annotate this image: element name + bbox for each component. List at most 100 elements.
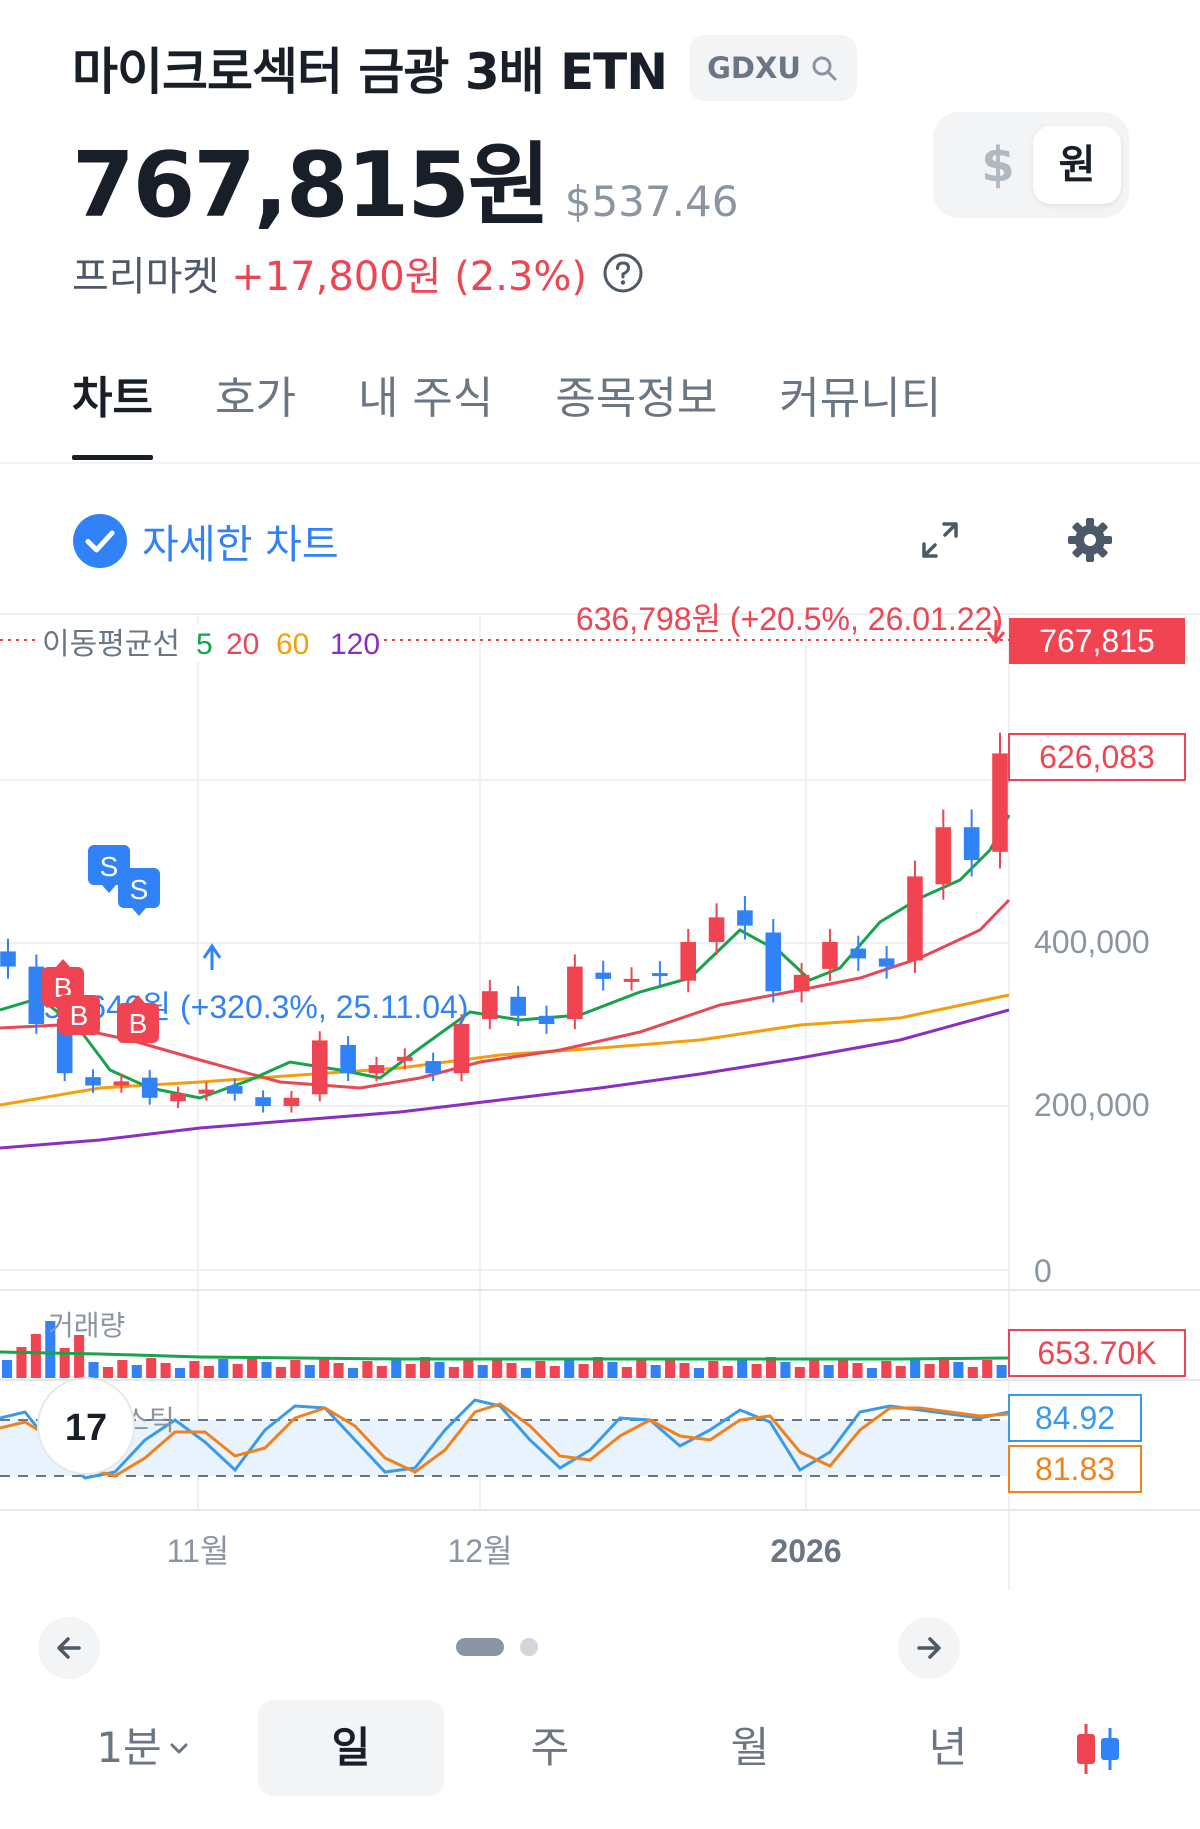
- time-axis: 11월 12월 2026: [167, 1533, 842, 1569]
- volume-bar: [780, 1362, 791, 1378]
- high-arrow-icon: [986, 620, 1006, 645]
- ma-legend-120: 120: [330, 628, 380, 661]
- tab-chart[interactable]: 차트: [72, 362, 153, 460]
- volume-bar: [737, 1359, 748, 1378]
- candle-body: [567, 966, 583, 1020]
- candle-body: [141, 1077, 158, 1098]
- volume-bar: [45, 1321, 56, 1378]
- tab-my-stock[interactable]: 내 주식: [357, 373, 494, 424]
- arrow-right-icon: [917, 1637, 941, 1659]
- volume-bar: [362, 1361, 373, 1378]
- help-icon[interactable]: [601, 251, 645, 295]
- volume-bar: [232, 1364, 243, 1378]
- volume-bar: [506, 1363, 517, 1378]
- volume-bar: [809, 1360, 820, 1378]
- volume-bar: [708, 1361, 719, 1378]
- candlestick-type-icon[interactable]: [1072, 1722, 1124, 1776]
- volume-bar: [722, 1366, 733, 1378]
- volume-bar: [59, 1348, 70, 1378]
- pager-dot[interactable]: [520, 1638, 538, 1656]
- volume-series: [2, 1321, 1007, 1378]
- candle-body: [510, 996, 526, 1016]
- period-year[interactable]: 년: [928, 1723, 968, 1772]
- chart-prev-button[interactable]: [38, 1617, 100, 1679]
- ma-legend-label: 이동평균선: [42, 628, 180, 661]
- volume-bar: [838, 1358, 849, 1378]
- volume-bar: [218, 1359, 229, 1378]
- gear-icon[interactable]: [1066, 516, 1114, 564]
- volume-ma-line: [0, 1350, 1010, 1361]
- volume-bar: [189, 1361, 200, 1378]
- volume-bar: [765, 1357, 777, 1378]
- premarket-label: 프리마켓: [72, 254, 220, 300]
- tab-stock-info[interactable]: 종목정보: [555, 373, 718, 424]
- buy-marker[interactable]: B: [117, 995, 159, 1043]
- candle-body: [198, 1089, 215, 1094]
- period-1min-dropdown[interactable]: 1분: [78, 1700, 208, 1796]
- stoch-k-line: [0, 1398, 1010, 1480]
- svg-text:S: S: [100, 851, 119, 882]
- x-tick-label: 2026: [770, 1533, 841, 1569]
- candle-body: [113, 1081, 130, 1086]
- volume-bar: [520, 1368, 532, 1378]
- y-tick-label: 200,000: [1034, 1087, 1150, 1123]
- svg-text:626,083: 626,083: [1039, 739, 1155, 775]
- expand-icon[interactable]: [918, 518, 962, 562]
- sell-marker[interactable]: S: [118, 868, 160, 916]
- volume-bar: [607, 1362, 618, 1378]
- detail-chart-label: 자세한 차트: [142, 522, 339, 568]
- volume-bar: [203, 1366, 214, 1378]
- volume-bar: [16, 1347, 27, 1378]
- candle-body: [595, 972, 611, 979]
- candle-body: [737, 910, 753, 926]
- main-tabs: 차트 호가 내 주식 종목정보 커뮤니티: [72, 362, 1003, 460]
- currency-usd-button[interactable]: $: [981, 137, 1015, 193]
- volume-bar: [174, 1368, 186, 1378]
- premarket-row: 프리마켓 +17,800원 (2.3%): [72, 244, 645, 302]
- volume-bar: [996, 1365, 1007, 1378]
- svg-text:84.92: 84.92: [1035, 1400, 1115, 1436]
- candle-body: [311, 1040, 328, 1095]
- ticker-search-chip[interactable]: GDXU: [689, 35, 857, 101]
- svg-text:B: B: [70, 1000, 89, 1031]
- volume-bar: [650, 1365, 661, 1378]
- chart-pager: [456, 1638, 538, 1656]
- volume-bar: [405, 1364, 416, 1378]
- candle-body: [283, 1097, 300, 1106]
- currency-krw-button[interactable]: 원: [1033, 126, 1121, 204]
- price-chart[interactable]: 636,798원 (+20.5%, 26.01.22) 151,646원 (+3…: [0, 600, 1200, 1595]
- candle-body: [878, 958, 895, 967]
- check-circle-icon: [73, 514, 127, 568]
- currency-toggle: $ 원: [933, 112, 1129, 218]
- premarket-change: +17,800원 (2.3%): [231, 254, 588, 300]
- period-week[interactable]: 주: [530, 1723, 570, 1772]
- candle-body: [28, 966, 45, 1024]
- tab-orderbook[interactable]: 호가: [214, 373, 296, 424]
- volume-bar: [376, 1366, 387, 1378]
- volume-bar: [30, 1334, 41, 1378]
- pager-dot-active[interactable]: [456, 1638, 504, 1656]
- chevron-down-icon: [170, 1743, 188, 1754]
- volume-bar: [751, 1364, 762, 1378]
- current-price: 767,815원: [72, 133, 551, 238]
- volume-bar: [924, 1364, 935, 1378]
- buy-marker[interactable]: B: [58, 995, 100, 1035]
- volume-bar: [333, 1363, 344, 1378]
- volume-bar: [247, 1357, 258, 1378]
- volume-bar: [535, 1361, 546, 1378]
- tradingview-logo[interactable]: 17: [37, 1377, 135, 1475]
- volume-bar: [679, 1363, 690, 1378]
- detail-chart-toggle[interactable]: 자세한 차트: [72, 512, 339, 570]
- volume-bar: [492, 1358, 503, 1378]
- period-month[interactable]: 월: [730, 1723, 770, 1772]
- ticker-symbol: GDXU: [707, 51, 801, 85]
- chart-next-button[interactable]: [898, 1617, 960, 1679]
- tab-community[interactable]: 커뮤니티: [779, 373, 942, 424]
- candle-body: [538, 1015, 555, 1024]
- volume-bar: [74, 1335, 85, 1378]
- arrow-left-icon: [57, 1637, 81, 1659]
- ma-legend-20: 20: [226, 628, 259, 661]
- period-day[interactable]: 일: [258, 1700, 444, 1796]
- ma-legend[interactable]: 이동평균선 5 20 60 120: [38, 624, 384, 662]
- volume-bar: [420, 1357, 431, 1378]
